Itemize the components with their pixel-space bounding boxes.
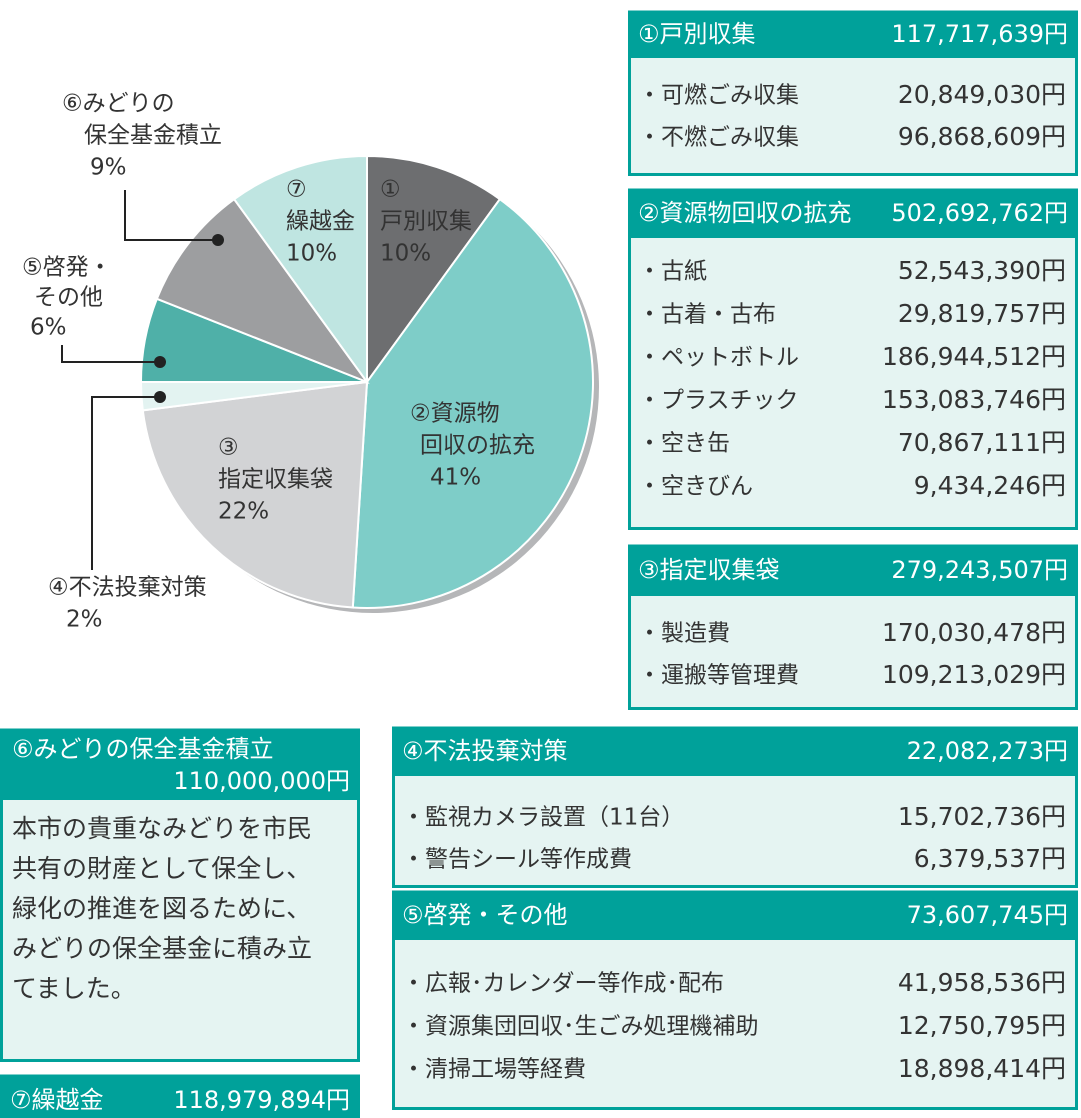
box-header <box>628 546 1078 596</box>
box-title: ⑤啓発・その他 <box>402 901 568 929</box>
box-title: ②資源物回収の拡充 <box>638 199 852 227</box>
box-title: ⑥みどりの保全基金積立 <box>12 735 274 763</box>
item-amount: 153,083,746円 <box>882 385 1066 414</box>
box-header <box>0 1076 360 1118</box>
item-amount: 41,958,536円 <box>898 968 1066 997</box>
item-name: ・警告シール等作成費 <box>402 847 632 873</box>
item-name: ・ペットボトル <box>638 345 799 371</box>
pie-slice <box>141 380 369 609</box>
slice-percent: 2% <box>66 607 103 633</box>
box-amount: 279,243,507円 <box>891 556 1068 584</box>
item-name: ・運搬等管理費 <box>638 663 799 689</box>
item-name: ・清掃工場等経費 <box>402 1057 586 1083</box>
slice-percent: 41% <box>430 465 481 491</box>
box-header <box>392 892 1078 940</box>
pie-slice <box>232 154 368 386</box>
item-amount: 29,819,757円 <box>898 299 1066 328</box>
slice-label: ②資源物 <box>410 401 500 427</box>
slice-percent: 10% <box>286 241 337 267</box>
box-title: ④不法投棄対策 <box>402 737 568 765</box>
item-amount: 170,030,478円 <box>882 618 1066 647</box>
box-header <box>628 190 1078 238</box>
item-amount: 18,898,414円 <box>898 1054 1066 1083</box>
item-amount: 20,849,030円 <box>898 80 1066 109</box>
box-body <box>628 188 1078 530</box>
slice-label: ⑤啓発・ <box>22 255 112 281</box>
slice-label: 保全基金積立 <box>84 123 222 149</box>
slice-label: 回収の拡充 <box>420 433 535 459</box>
box-title: ①戸別収集 <box>638 20 756 48</box>
item-name: ・プラスチック <box>638 388 799 414</box>
item-amount: 15,702,736円 <box>898 802 1066 831</box>
slice-percent: 22% <box>218 499 269 525</box>
box-amount: 117,717,639円 <box>891 20 1068 48</box>
item-name: ・古着・古布 <box>638 302 776 328</box>
item-amount: 96,868,609円 <box>898 122 1066 151</box>
item-amount: 52,543,390円 <box>898 256 1066 285</box>
slice-percent: 10% <box>380 241 431 267</box>
box-text: てました。 <box>12 974 136 1003</box>
box-amount: 22,082,273円 <box>907 737 1068 765</box>
leader-line <box>61 345 160 363</box>
leader-dot <box>154 356 166 368</box>
item-amount: 12,750,795円 <box>898 1011 1066 1040</box>
item-name: ・資源集団回収･生ごみ処理機補助 <box>402 1014 759 1040</box>
leader-line <box>91 396 160 570</box>
item-amount: 9,434,246円 <box>914 471 1066 500</box>
slice-label: 戸別収集 <box>380 209 472 235</box>
box-header <box>0 730 360 800</box>
box-header <box>628 12 1078 58</box>
item-name: ・古紙 <box>638 259 707 285</box>
item-amount: 70,867,111円 <box>898 428 1066 457</box>
item-amount: 186,944,512円 <box>882 342 1066 371</box>
item-name: ・不燃ごみ収集 <box>638 125 799 151</box>
slice-label: 繰越金 <box>286 209 355 235</box>
box-title: ⑦繰越金 <box>10 1086 104 1114</box>
item-amount: 109,213,029円 <box>882 660 1066 689</box>
leader-dot <box>154 391 166 403</box>
box-text: 共有の財産として保全し、 <box>12 854 311 883</box>
item-name: ・監視カメラ設置（11台） <box>402 805 684 831</box>
leader-line <box>124 190 218 241</box>
item-name: ・空き缶 <box>638 431 730 457</box>
box-header <box>392 728 1078 776</box>
box-amount: 110,000,000円 <box>173 767 350 795</box>
item-name: ・製造費 <box>638 621 730 647</box>
box-text: みどりの保全基金に積み立 <box>12 934 312 963</box>
pie-slice <box>155 197 370 385</box>
slice-label: ③ <box>218 435 239 461</box>
box-title: ③指定収集袋 <box>638 556 780 584</box>
pie-slice <box>366 154 502 386</box>
item-name: ・空きびん <box>638 474 753 500</box>
slice-label: ④不法投棄対策 <box>48 575 207 601</box>
leader-dot <box>212 234 224 246</box>
slice-label: その他 <box>34 285 103 311</box>
slice-label: ⑦ <box>286 177 307 203</box>
slice-label: ① <box>380 177 401 203</box>
box-amount: 118,979,894円 <box>173 1086 350 1114</box>
slice-label: 指定収集袋 <box>218 467 333 493</box>
box-text: 緑化の推進を図るために、 <box>12 894 311 923</box>
slice-percent: 6% <box>30 315 67 341</box>
item-amount: 6,379,537円 <box>914 844 1066 873</box>
box-amount: 502,692,762円 <box>891 199 1068 227</box>
item-name: ・可燃ごみ収集 <box>638 83 799 109</box>
slice-percent: 9% <box>90 155 127 181</box>
pie-slice <box>351 197 594 609</box>
box-text: 本市の貴重なみどりを市民 <box>12 814 312 843</box>
slice-label: ⑥みどりの <box>62 91 175 117</box>
box-amount: 73,607,745円 <box>907 901 1068 929</box>
item-name: ・広報･カレンダー等作成･配布 <box>402 971 724 997</box>
